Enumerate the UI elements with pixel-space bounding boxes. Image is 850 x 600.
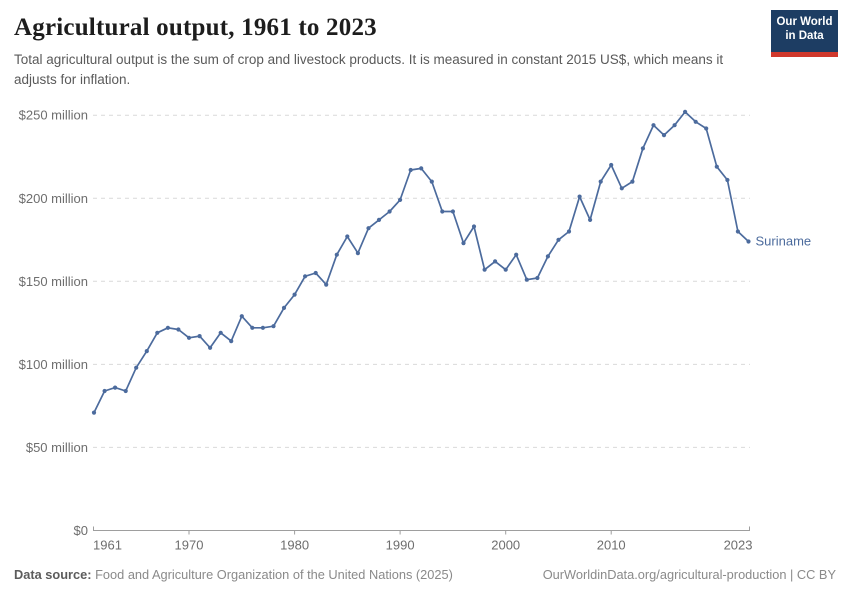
- data-point: [218, 330, 223, 335]
- data-point: [91, 410, 97, 415]
- data-point: [102, 388, 107, 394]
- data-point: [345, 234, 350, 239]
- data-point: [408, 167, 413, 173]
- data-point: [324, 282, 329, 287]
- x-axis-tick-label: 2010: [597, 538, 626, 553]
- data-point: [683, 109, 688, 114]
- x-axis-tick-label: 1970: [175, 538, 204, 553]
- data-point: [514, 252, 519, 257]
- y-axis-tick-label: $200 million: [19, 191, 88, 206]
- data-point: [556, 237, 561, 242]
- data-point: [355, 251, 360, 256]
- data-point: [535, 275, 540, 281]
- data-point: [704, 126, 709, 131]
- y-axis-tick-label: $150 million: [19, 274, 88, 289]
- y-axis-tick-label: $50 million: [26, 440, 88, 455]
- data-point: [165, 325, 170, 330]
- data-series-line: [93, 111, 750, 414]
- x-axis-tick-label: 1980: [280, 538, 309, 553]
- data-point: [155, 330, 160, 335]
- data-point: [503, 267, 508, 272]
- data-point: [239, 314, 244, 319]
- page-title: Agricultural output, 1961 to 2023: [14, 14, 377, 41]
- data-point: [303, 274, 308, 279]
- owid-logo[interactable]: Our World in Data: [771, 10, 838, 57]
- owid-logo-line2: in Data: [785, 30, 824, 42]
- data-point: [366, 226, 371, 231]
- data-point: [113, 385, 118, 390]
- data-point: [134, 365, 139, 370]
- data-point: [524, 277, 529, 282]
- owid-link[interactable]: OurWorldinData.org/agricultural-producti…: [542, 567, 836, 582]
- data-point: [471, 224, 477, 229]
- y-axis-tick-label: $0: [74, 523, 88, 538]
- data-point: [714, 164, 719, 169]
- data-point: [450, 209, 455, 214]
- data-point: [197, 334, 202, 339]
- data-point: [208, 345, 213, 350]
- data-point: [387, 209, 392, 214]
- data-point: [376, 217, 382, 222]
- data-point: [640, 146, 646, 151]
- data-point: [144, 349, 149, 354]
- data-point: [598, 179, 603, 184]
- owid-logo-line1: Our World: [776, 16, 833, 28]
- data-point: [661, 133, 667, 138]
- data-point: [609, 162, 614, 168]
- chart-footer: Data source: Food and Agriculture Organi…: [14, 567, 836, 582]
- data-point: [545, 254, 551, 259]
- data-point: [292, 292, 297, 297]
- data-point: [176, 327, 181, 332]
- data-source: Data source: Food and Agriculture Organi…: [14, 567, 453, 582]
- data-point: [461, 241, 466, 246]
- x-axis-tick-label: 1990: [386, 538, 415, 553]
- data-point: [260, 325, 265, 330]
- data-point: [588, 217, 593, 222]
- data-point: [419, 166, 424, 171]
- data-point: [619, 186, 624, 191]
- data-point: [651, 123, 656, 128]
- data-point: [123, 388, 128, 394]
- data-point: [186, 335, 192, 340]
- data-point: [440, 209, 445, 214]
- x-axis-tick-label: 2000: [491, 538, 520, 553]
- chart-canvas: $0 $50 million $100 million $150 million $20…: [19, 108, 812, 553]
- data-point: [482, 267, 487, 272]
- data-point: [250, 325, 255, 330]
- data-point: [281, 305, 287, 310]
- chart-area: $0 $50 million $100 million $150 million $20…: [0, 95, 850, 565]
- y-axis-tick-label: $100 million: [19, 357, 88, 372]
- chart-subtitle: Total agricultural output is the sum of …: [14, 52, 724, 87]
- chart-header: Agricultural output, 1961 to 2023 Total …: [14, 14, 754, 89]
- series-label: Suriname: [756, 234, 812, 249]
- x-axis-tick-label: 1961: [93, 538, 122, 553]
- data-point: [693, 119, 698, 124]
- data-point: [630, 179, 635, 184]
- data-point: [313, 270, 318, 276]
- x-axis-tick-label: 2023: [724, 538, 753, 553]
- data-point: [429, 179, 434, 184]
- data-point: [334, 252, 339, 257]
- y-axis-tick-label: $250 million: [19, 108, 88, 123]
- data-point: [746, 239, 751, 244]
- data-point: [566, 229, 572, 234]
- data-point: [735, 229, 741, 234]
- data-source-label: Data source:: [14, 567, 92, 582]
- data-point: [493, 259, 498, 264]
- data-point: [672, 123, 677, 128]
- data-point: [398, 197, 403, 202]
- data-point: [725, 177, 730, 183]
- data-point: [229, 339, 234, 344]
- data-source-text: Food and Agriculture Organization of the…: [95, 567, 453, 582]
- data-point: [271, 324, 276, 329]
- data-point: [577, 194, 582, 199]
